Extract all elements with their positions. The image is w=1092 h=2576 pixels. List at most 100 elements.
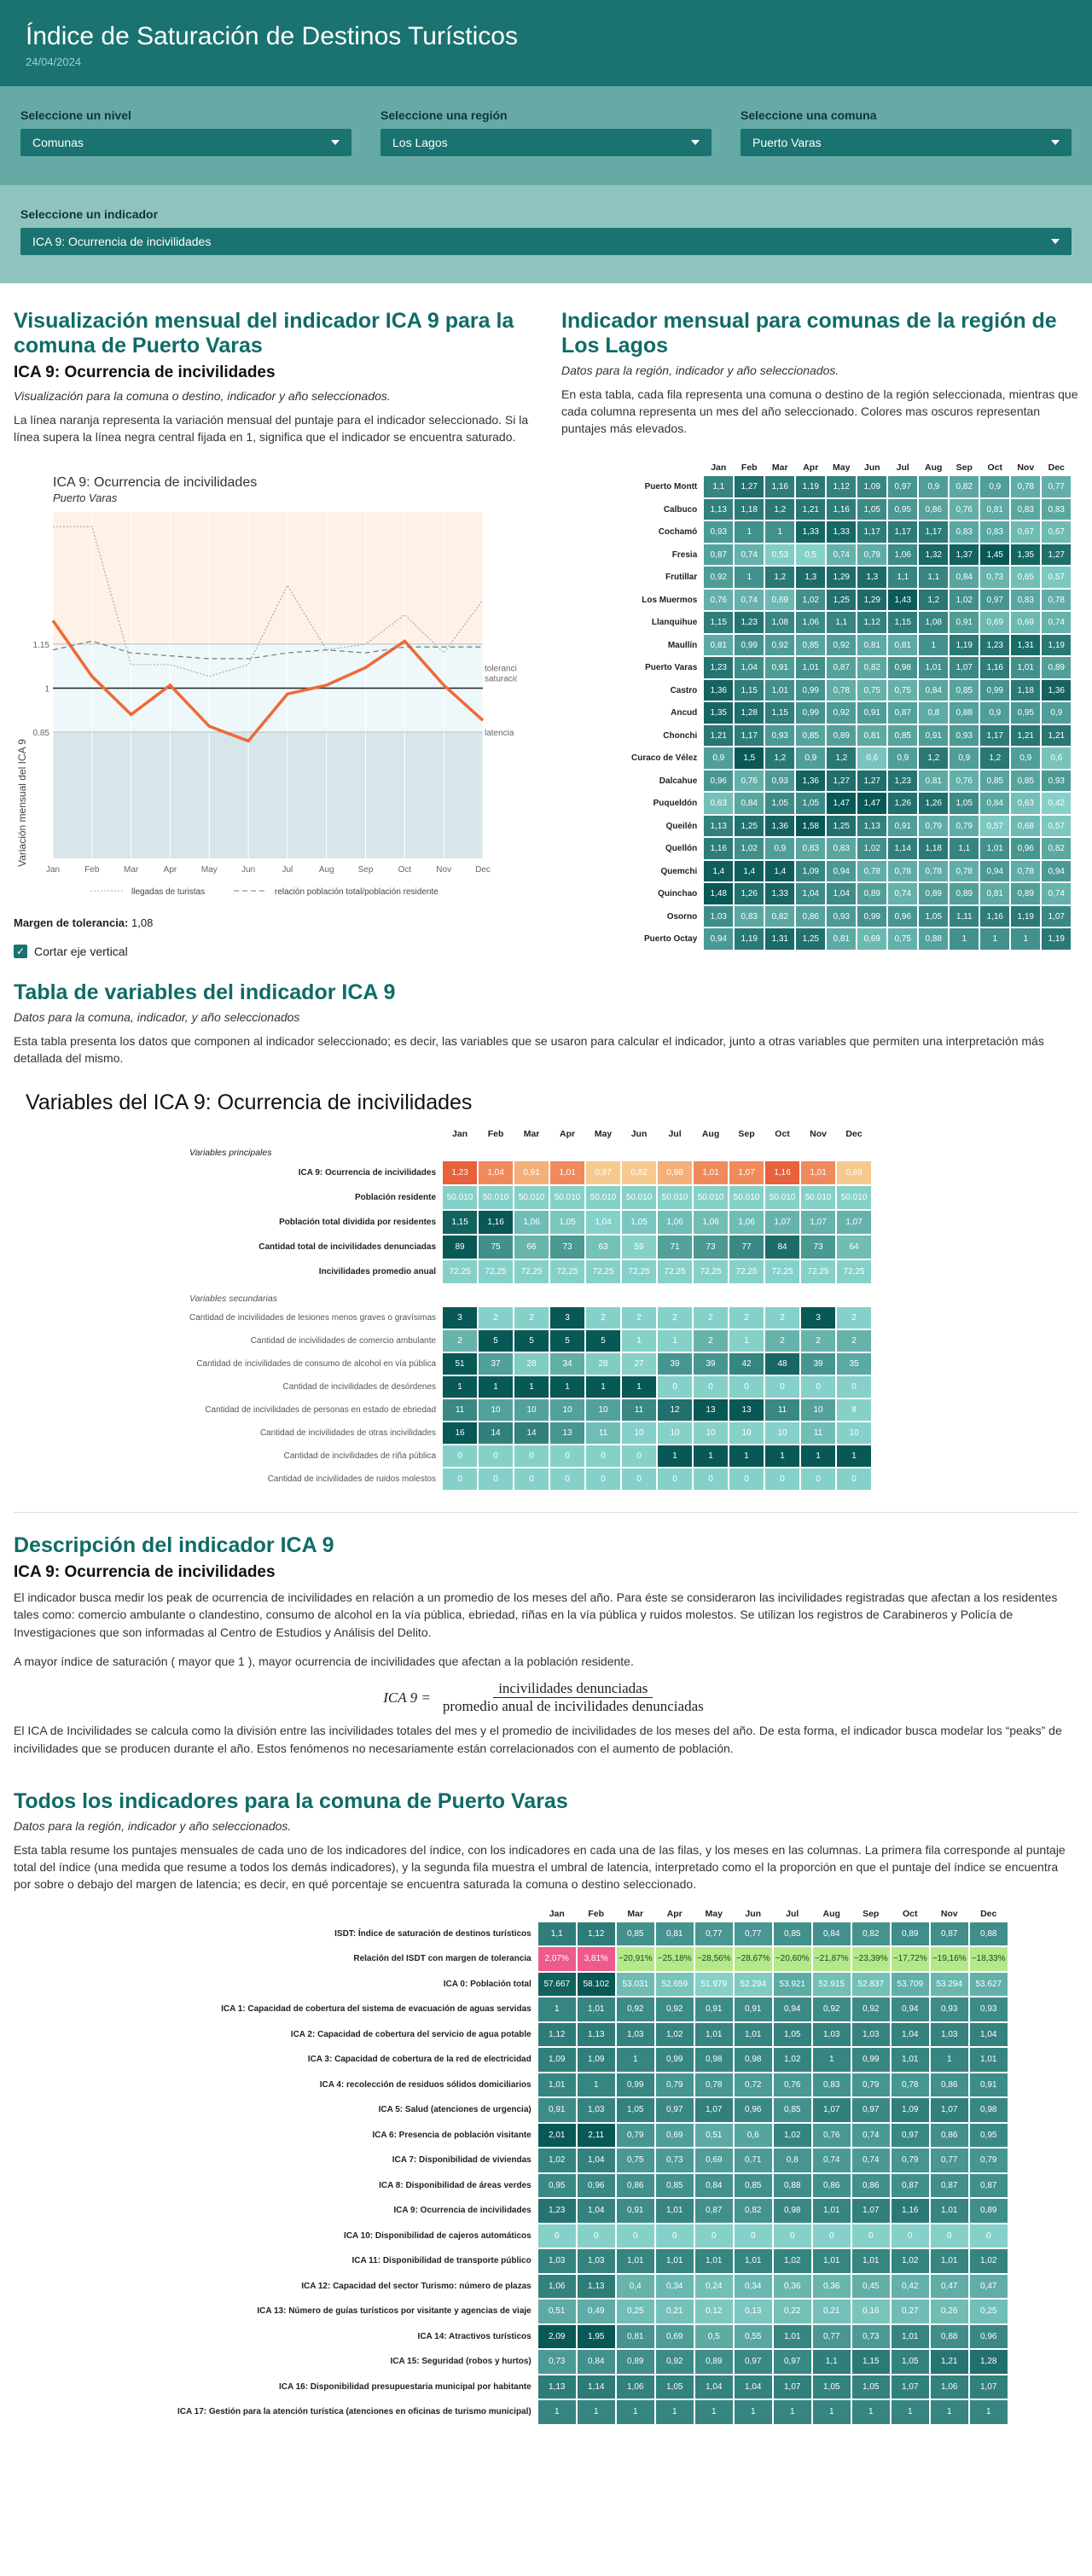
value-cell: 3 <box>443 1307 478 1329</box>
value-cell: 1,01 <box>930 2249 968 2273</box>
table-row: Ancud 1,35 1,28 1,15 0,99 0,92 0,91 0,87 0,8 0,88… <box>631 702 1072 724</box>
value-cell: 0 <box>658 1468 693 1491</box>
month-header: Jul <box>668 1129 682 1140</box>
month-header: Aug <box>701 1129 720 1140</box>
value-cell: 1,01 <box>765 679 795 701</box>
row-label: ICA 7: Disponibilidad de viviendas <box>392 2155 531 2166</box>
row-label: Cantidad de incivilidades de otras inciv… <box>259 1428 437 1439</box>
value-cell: 1,1 <box>537 1922 576 1946</box>
region-select[interactable]: Los Lagos <box>380 129 712 156</box>
value-cell: 1,05 <box>891 2350 929 2374</box>
value-cell: −28,67% <box>734 1947 772 1971</box>
value-cell: 2 <box>514 1307 549 1329</box>
month-header: Mar <box>523 1129 540 1140</box>
value-cell: 0,51 <box>694 2123 733 2148</box>
nivel-select[interactable]: Comunas <box>20 129 351 156</box>
nivel-value: Comunas <box>32 136 84 149</box>
value-cell: 0,98 <box>773 2199 811 2223</box>
value-cell: 1,4 <box>735 860 764 882</box>
x-tick-label: Nov <box>436 865 451 875</box>
value-cell: 0,79 <box>851 2073 890 2097</box>
row-label: Cantidad de incivilidades de consumo de … <box>196 1359 437 1369</box>
value-cell: 1,04 <box>694 2375 733 2399</box>
value-cell: 0,93 <box>704 521 734 543</box>
value-cell: 1 <box>586 1376 621 1398</box>
value-cell: 0,78 <box>919 860 949 882</box>
comuna-value: Puerto Varas <box>752 136 822 149</box>
comuna-select[interactable]: Puerto Varas <box>741 129 1072 156</box>
value-cell: 0 <box>514 1445 549 1468</box>
region-value: Los Lagos <box>392 136 448 149</box>
value-cell: 1,06 <box>514 1211 549 1235</box>
tolerance-row: Margen de tolerancia: 1,08 <box>14 916 531 929</box>
value-cell: 0,86 <box>919 498 949 520</box>
indicador-select[interactable]: ICA 9: Ocurrencia de incivilidades <box>20 228 1072 255</box>
value-cell: 50.010 <box>658 1186 693 1210</box>
chevron-down-icon <box>691 140 700 145</box>
value-cell: 1,06 <box>537 2274 576 2299</box>
row-label: Dalcahue <box>659 776 698 786</box>
value-cell: 1,09 <box>537 2048 576 2072</box>
table-row: Cantidad de incivilidades de desórdenes 1… <box>189 1376 872 1398</box>
value-cell: 1,2 <box>765 567 795 588</box>
value-cell: 59 <box>622 1236 657 1259</box>
value-cell: 2 <box>586 1307 621 1329</box>
value-cell: 57.667 <box>537 1972 576 1997</box>
tolerance-label: Margen de tolerancia: <box>14 916 129 930</box>
value-cell: 0,76 <box>773 2073 811 2097</box>
value-cell: 1 <box>950 928 979 950</box>
row-label: Calbuco <box>663 504 698 515</box>
value-cell: 1,05 <box>812 2375 851 2399</box>
value-cell: 1,16 <box>980 657 1010 678</box>
value-cell: 0,42 <box>1042 793 1072 814</box>
value-cell: 0,83 <box>735 905 764 927</box>
regional-caption: Datos para la región, indicador y año se… <box>561 363 839 377</box>
value-cell: 0,96 <box>704 770 734 792</box>
value-cell: 0,88 <box>773 2173 811 2198</box>
divider <box>14 1512 1078 1514</box>
value-cell: 11 <box>586 1422 621 1445</box>
x-tick-label: Sep <box>358 865 374 875</box>
value-cell: 0,81 <box>919 770 949 792</box>
table-row: Queilén 1,13 1,25 1,36 1,58 1,25 1,13 0,91 0,79 0… <box>631 815 1072 837</box>
value-cell: 1,5 <box>735 747 764 769</box>
value-cell: 1,11 <box>950 905 979 927</box>
value-cell: 50.010 <box>622 1186 657 1210</box>
month-header: Nov <box>1017 462 1035 474</box>
value-cell: 1,17 <box>980 724 1010 747</box>
value-cell: 34 <box>550 1353 585 1375</box>
value-cell: 1,05 <box>919 905 949 927</box>
value-cell: 1,23 <box>704 657 734 678</box>
value-cell: 0,91 <box>734 1997 772 2021</box>
value-cell: 1,16 <box>765 1161 800 1185</box>
row-label: ICA 9: Ocurrencia de incivilidades <box>298 1168 437 1178</box>
value-cell: 10 <box>514 1399 549 1422</box>
row-label: Chonchi <box>663 730 698 741</box>
value-cell: 1,09 <box>891 2098 929 2122</box>
value-cell: 0,88 <box>969 1922 1008 1946</box>
checkbox-checked-icon[interactable]: ✓ <box>14 945 27 959</box>
value-cell: 0,63 <box>704 793 734 814</box>
month-header: Dec <box>845 1129 863 1140</box>
month-header: Dec <box>1048 462 1065 474</box>
value-cell: 1,04 <box>796 883 826 904</box>
x-tick-label: Dec <box>475 865 491 875</box>
value-cell: 0,6 <box>734 2123 772 2148</box>
value-cell: 0,85 <box>773 1922 811 1946</box>
value-cell: 0 <box>586 1445 621 1468</box>
row-label: ICA 10: Disponibilidad de cajeros automá… <box>344 2230 531 2241</box>
value-cell: 1 <box>694 2400 733 2424</box>
value-cell: 1,05 <box>796 793 826 814</box>
description-p1: El indicador busca medir los peak de ocu… <box>14 1590 1058 1639</box>
value-cell: 1,47 <box>827 793 857 814</box>
value-cell: 1 <box>729 1445 764 1468</box>
value-cell: 0,98 <box>694 2048 733 2072</box>
tolerance-value: 1,08 <box>131 916 154 930</box>
cut-axis-checkbox-row[interactable]: ✓ Cortar eje vertical <box>14 945 531 959</box>
month-header: Dec <box>980 1908 997 1919</box>
monthly-caption: Visualización para la comuna o destino, … <box>14 388 391 403</box>
value-cell: 0,34 <box>734 2274 772 2299</box>
month-header: Oct <box>775 1129 790 1140</box>
value-cell: 0,51 <box>537 2300 576 2323</box>
value-cell: 0,93 <box>930 1997 968 2021</box>
